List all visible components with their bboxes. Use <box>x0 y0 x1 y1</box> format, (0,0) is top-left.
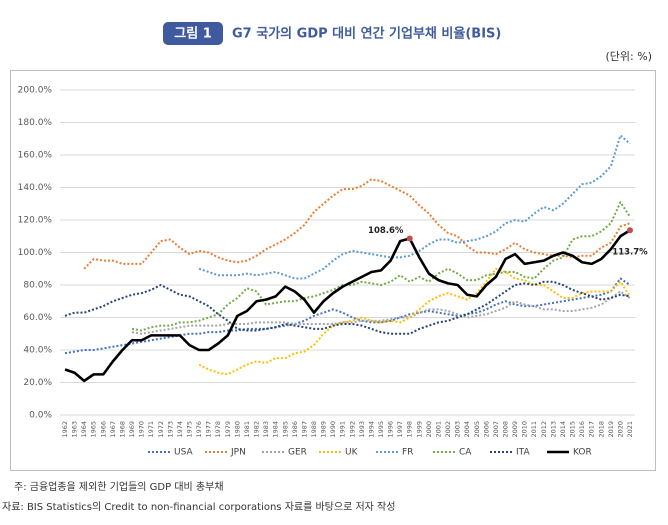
data-label: 108.6% <box>368 226 404 236</box>
x-tick-label: 1990 <box>329 421 337 438</box>
x-tick-label: 2014 <box>559 421 567 438</box>
data-label: 113.7% <box>612 248 648 258</box>
x-tick-label: 1975 <box>185 421 193 438</box>
legend-label: KOR <box>573 448 592 458</box>
x-tick-label: 1998 <box>406 421 414 438</box>
x-tick-label: 1982 <box>253 421 261 438</box>
x-tick-label: 1977 <box>205 421 213 438</box>
x-tick-label: 1994 <box>367 421 375 438</box>
x-tick-label: 2019 <box>607 421 615 438</box>
x-tick-label: 1986 <box>291 421 299 438</box>
x-tick-label: 1991 <box>339 421 347 438</box>
x-tick-label: 1962 <box>61 421 69 438</box>
x-tick-label: 2005 <box>473 421 481 438</box>
y-tick-label: 80.0% <box>23 281 52 291</box>
data-point <box>406 235 413 242</box>
x-tick-label: 1999 <box>415 421 423 438</box>
series-line <box>64 280 631 335</box>
series-line <box>64 277 631 355</box>
y-tick-label: 180.0% <box>18 118 53 128</box>
x-tick-label: 1995 <box>377 421 385 438</box>
y-tick-label: 140.0% <box>18 183 53 193</box>
data-point <box>627 227 633 234</box>
x-tick-label: 2017 <box>588 421 596 438</box>
x-tick-label: 1992 <box>348 421 356 438</box>
x-tick-label: 2000 <box>425 421 433 438</box>
x-tick-label: 1970 <box>138 421 146 438</box>
series-line <box>198 134 631 280</box>
x-tick-label: 1966 <box>99 421 107 438</box>
x-tick-label: 1983 <box>262 421 270 438</box>
x-tick-label: 1980 <box>233 421 241 438</box>
badge-box <box>163 22 223 45</box>
y-tick-label: 160.0% <box>18 151 53 161</box>
legend-label: FR <box>402 448 413 458</box>
y-tick-label: 20.0% <box>23 378 52 388</box>
x-tick-label: 2018 <box>597 421 605 438</box>
x-tick-label: 2020 <box>616 421 624 438</box>
x-tick-label: 1974 <box>176 421 184 438</box>
x-tick-label: 1981 <box>243 421 251 438</box>
x-tick-label: 1964 <box>80 421 88 438</box>
x-tick-label: 2011 <box>530 421 538 438</box>
x-tick-label: 1969 <box>128 421 136 438</box>
x-tick-label: 1965 <box>90 421 98 438</box>
y-tick-label: 40.0% <box>23 346 52 356</box>
x-tick-label: 1978 <box>214 421 222 438</box>
note: 자료: BIS Statistics의 Credit to non-financ… <box>2 501 395 513</box>
series-line <box>64 229 631 383</box>
x-tick-label: 1968 <box>118 421 126 438</box>
series-line <box>83 178 631 270</box>
x-tick-label: 2007 <box>492 421 500 438</box>
x-tick-label: 2016 <box>578 421 586 438</box>
chart-frame <box>10 70 656 471</box>
legend-label: USA <box>174 448 193 458</box>
x-tick-label: 1976 <box>195 421 203 438</box>
series-line <box>198 267 631 376</box>
x-tick-label: 2012 <box>540 421 548 438</box>
x-tick-label: 1993 <box>358 421 366 438</box>
legend-label: UK <box>345 448 359 458</box>
x-tick-label: 1985 <box>281 421 289 438</box>
x-tick-label: 2004 <box>463 421 471 438</box>
x-tick-label: 1987 <box>300 421 308 438</box>
x-tick-label: 2001 <box>434 421 442 438</box>
x-tick-label: 2006 <box>482 421 490 438</box>
x-tick-label: 2003 <box>454 421 462 438</box>
note: 주: 금융업종을 제외한 기업들의 GDP 대비 총부채 <box>14 480 224 493</box>
chart-title: G7 국가의 GDP 대비 연간 기업부채 비율(BIS) <box>232 26 501 42</box>
legend-label: ITA <box>516 448 530 458</box>
x-tick-label: 2002 <box>444 421 452 438</box>
y-tick-label: 0.0% <box>29 411 52 421</box>
x-tick-label: 1973 <box>166 421 174 438</box>
x-tick-label: 1984 <box>272 421 280 438</box>
legend-label: GER <box>288 448 307 458</box>
x-tick-label: 1997 <box>396 421 404 438</box>
x-tick-label: 2009 <box>511 421 519 438</box>
x-tick-label: 1996 <box>387 421 395 438</box>
legend-label: JPN <box>230 448 246 458</box>
x-tick-label: 2013 <box>549 421 557 438</box>
x-tick-label: 2010 <box>521 421 529 438</box>
badge: 그림 1 <box>174 27 212 42</box>
unit: (단위: %) <box>606 50 652 63</box>
series-line <box>131 290 631 335</box>
x-tick-label: 2021 <box>626 421 634 438</box>
legend-label: CA <box>459 448 472 458</box>
y-tick-label: 200.0% <box>18 86 53 96</box>
x-tick-label: 1979 <box>224 421 232 438</box>
y-tick-label: 60.0% <box>23 313 52 323</box>
x-tick-label: 1963 <box>71 421 79 438</box>
x-tick-label: 1967 <box>109 421 117 438</box>
x-tick-label: 1988 <box>310 421 318 438</box>
series-line <box>131 201 631 332</box>
x-tick-label: 2015 <box>569 421 577 438</box>
x-tick-label: 2008 <box>502 421 510 438</box>
x-tick-label: 1989 <box>320 421 328 438</box>
x-tick-label: 1971 <box>147 421 155 438</box>
y-tick-label: 120.0% <box>18 216 53 226</box>
x-tick-label: 1972 <box>157 421 165 438</box>
y-tick-label: 100.0% <box>18 248 53 258</box>
